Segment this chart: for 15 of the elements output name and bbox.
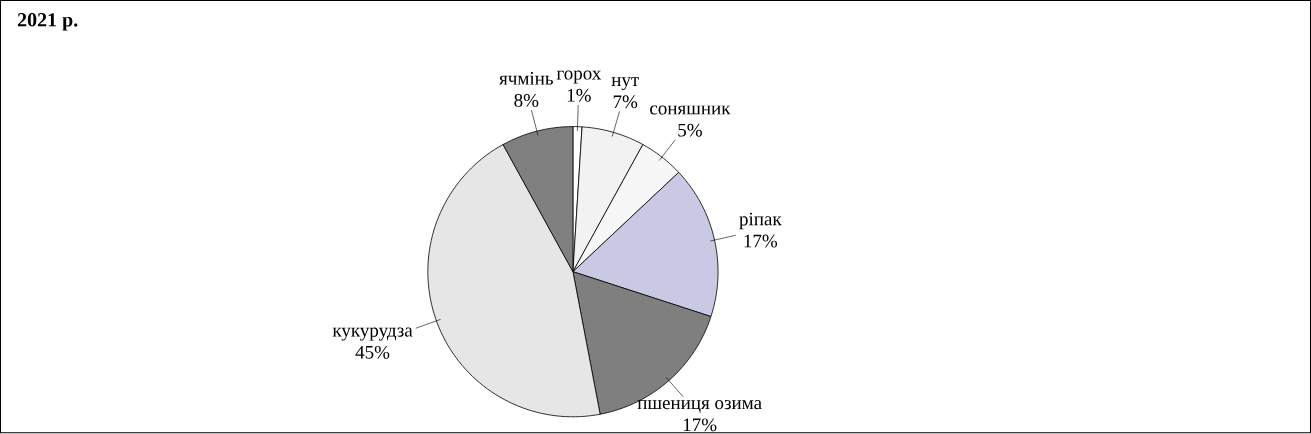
slice-label: кукурудза [332,327,413,341]
slice-label: пшениця озима [637,399,762,413]
data-label: 45% [355,345,390,359]
data-label: 8% [514,93,539,107]
slice-label: нут [611,77,639,90]
slice-label: соняшник [650,105,731,115]
data-label: 7% [613,95,638,109]
data-label: 1% [567,88,591,102]
slice-label: горох [556,70,602,84]
slice-label: ячмінь [499,71,553,85]
slice-label: ріпак [739,212,782,230]
text: 2021 р. [17,12,78,31]
data-label: 5% [678,123,702,137]
data-label: 17% [744,234,778,248]
data-label: 17% [683,418,717,432]
